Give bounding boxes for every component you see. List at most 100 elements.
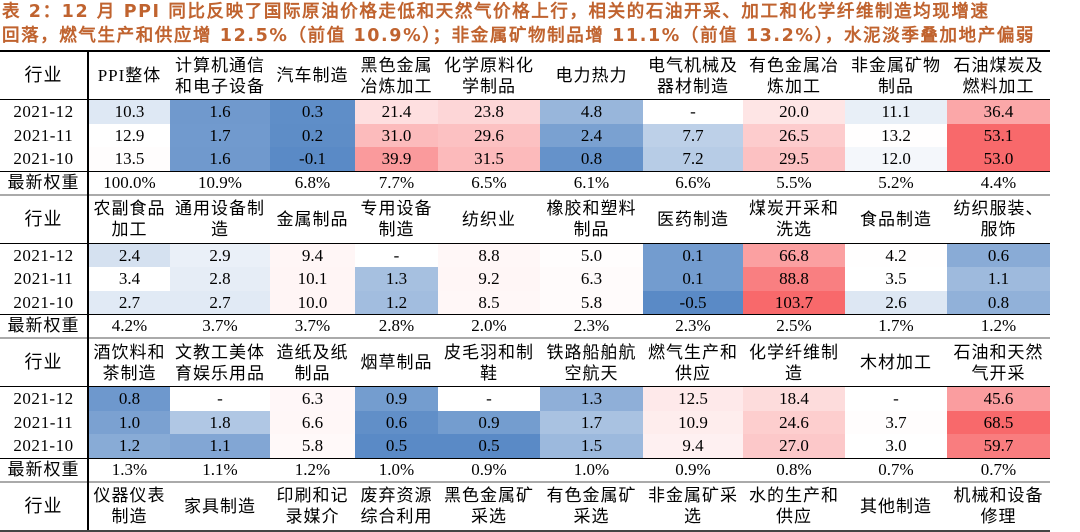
industry-header: 非金属矿采选 [643,480,743,532]
heatmap-cell: 31.0 [355,123,438,147]
ppi-industry-table: 行业 PPI整体 计算机通信和电子设备 汽车制造 黑色金属冶炼加工 化学原料化学制品 电力热… [0,50,1050,532]
heatmap-cell: 1.5 [540,434,643,458]
heatmap-cell: 0.1 [643,267,743,291]
heatmap-cell: 10.1 [270,267,355,291]
heatmap-cell: 5.8 [270,434,355,458]
heatmap-cell: 11.1 [845,99,947,124]
heatmap-cell: 1.2 [355,290,438,315]
weight-value: 3.7% [270,314,355,338]
industry-header: 印刷和记录媒介 [270,480,355,532]
weight-value: 0.8% [743,457,845,482]
weight-value: 6.6% [643,170,743,195]
header-row: 行业 酒饮料和茶制造 文教工美体育娱乐用品 造纸及纸制品 烟草制品 皮毛羽和制鞋 铁路船舶航… [0,337,1050,387]
heatmap-cell: 12.0 [845,147,947,171]
industry-header: 烟草制品 [355,337,438,387]
heatmap-cell: - [486,389,492,409]
heatmap-cell: 0.2 [270,123,355,147]
row-date: 2021-11 [0,123,89,147]
industry-header: 黑色金属冶炼加工 [355,50,438,100]
weight-value: 1.2% [947,314,1050,338]
weight-value: 10.9% [170,170,270,195]
weight-value: 1.2% [270,457,355,482]
heatmap-cell: 66.8 [743,243,845,267]
row-date: 2021-11 [0,410,89,434]
row-date: 2021-10 [0,434,89,458]
heatmap-cell: 8.8 [438,243,540,267]
heatmap-cell: 18.4 [743,386,845,411]
heatmap-cell: 0.9 [438,410,540,434]
heatmap-cell: 1.6 [170,147,270,171]
heatmap-cell: 88.8 [743,267,845,291]
heatmap-cell: 2.7 [170,290,270,315]
data-row: 2021-12 2.4 2.9 9.4 - 8.8 5.0 0.1 66.8 4.2 0.6 [0,243,1050,267]
heatmap-cell: -0.1 [270,147,355,171]
weight-value: 2.8% [355,314,438,338]
title-line-1: 表 2：12 月 PPI 同比反映了国际原油价格走低和天然气价格上行，相关的石油… [2,2,990,22]
weight-value: 2.5% [743,314,845,338]
industry-header: 纺织业 [438,193,540,244]
weight-value: 6.1% [540,170,643,195]
weight-value: 6.8% [270,170,355,195]
weight-value: 3.7% [170,314,270,338]
heatmap-cell: 0.6 [947,243,1050,267]
header-row: 行业 仪器仪表制造 家具制造 印刷和记录媒介 废弃资源综合利用 黑色金属矿采选 有色金属矿采… [0,480,1050,532]
heatmap-cell: 1.3 [355,267,438,291]
weight-value: 2.3% [643,314,743,338]
industry-header: 仪器仪表制造 [88,480,170,532]
industry-label: 行业 [0,480,89,532]
heatmap-cell: 27.0 [743,434,845,458]
industry-header: 其他制造 [845,480,947,532]
industry-header: 化学原料化学制品 [438,50,540,100]
heatmap-cell: 7.7 [643,123,743,147]
heatmap-cell: 8.5 [438,290,540,315]
heatmap-cell: 12.9 [88,123,170,147]
heatmap-cell: 24.6 [743,410,845,434]
row-date: 2021-12 [0,99,89,124]
heatmap-cell: 31.5 [438,147,540,171]
industry-header: 化学纤维制造 [743,337,845,387]
weight-value: 6.5% [438,170,540,195]
heatmap-cell: - [893,389,899,409]
industry-header: 黑色金属矿采选 [438,480,540,532]
heatmap-cell: 4.2 [845,243,947,267]
title-line-2: 回落，燃气生产和供应增 12.5%（前值 10.9%）；非金属矿物制品增 11.… [2,26,1036,46]
data-row: 2021-11 1.0 1.8 6.6 0.6 0.9 1.7 10.9 24.6 3.7 68.5 [0,410,1050,434]
weight-value: 2.0% [438,314,540,338]
heatmap-cell: 3.0 [845,434,947,458]
heatmap-cell: 23.8 [438,99,540,124]
heatmap-cell: 2.8 [170,267,270,291]
heatmap-cell: 20.0 [743,99,845,124]
data-row: 2021-11 12.9 1.7 0.2 31.0 29.6 2.4 7.7 26.5 13.2 5… [0,123,1050,147]
heatmap-cell: 2.4 [540,123,643,147]
heatmap-cell: 2.6 [845,290,947,315]
heatmap-cell: 0.5 [355,434,438,458]
weight-value: 5.5% [743,170,845,195]
heatmap-cell: 53.1 [947,123,1050,147]
weight-value: 2.3% [540,314,643,338]
row-date: 2021-12 [0,243,89,267]
weight-value: 1.0% [355,457,438,482]
row-date: 2021-10 [0,290,89,315]
weight-value: 1.1% [170,457,270,482]
heatmap-cell: 6.6 [270,410,355,434]
industry-header: 农副食品加工 [88,193,170,244]
industry-header: 纺织服装、服饰 [947,193,1050,244]
weight-value: 7.7% [355,170,438,195]
row-date: 2021-11 [0,267,89,291]
heatmap-cell: - [393,245,400,265]
industry-header: 水的生产和供应 [743,480,845,532]
industry-header: 煤炭开采和洗选 [743,193,845,244]
industry-header: 橡胶和塑料制品 [540,193,643,244]
heatmap-cell: 10.0 [270,290,355,315]
heatmap-cell: 36.4 [947,99,1050,124]
table-title: 表 2：12 月 PPI 同比反映了国际原油价格走低和天然气价格上行，相关的石油… [0,0,1080,50]
industry-header: 有色金属冶炼加工 [743,50,845,100]
industry-header: PPI整体 [88,50,170,100]
heatmap-cell: 9.4 [270,243,355,267]
weight-value: 0.9% [643,457,743,482]
heatmap-cell: - [690,102,696,122]
heatmap-cell: - [217,389,223,409]
industry-header: 电力热力 [540,50,643,100]
heatmap-cell: -0.5 [643,290,743,315]
heatmap-cell: 53.0 [947,147,1050,171]
